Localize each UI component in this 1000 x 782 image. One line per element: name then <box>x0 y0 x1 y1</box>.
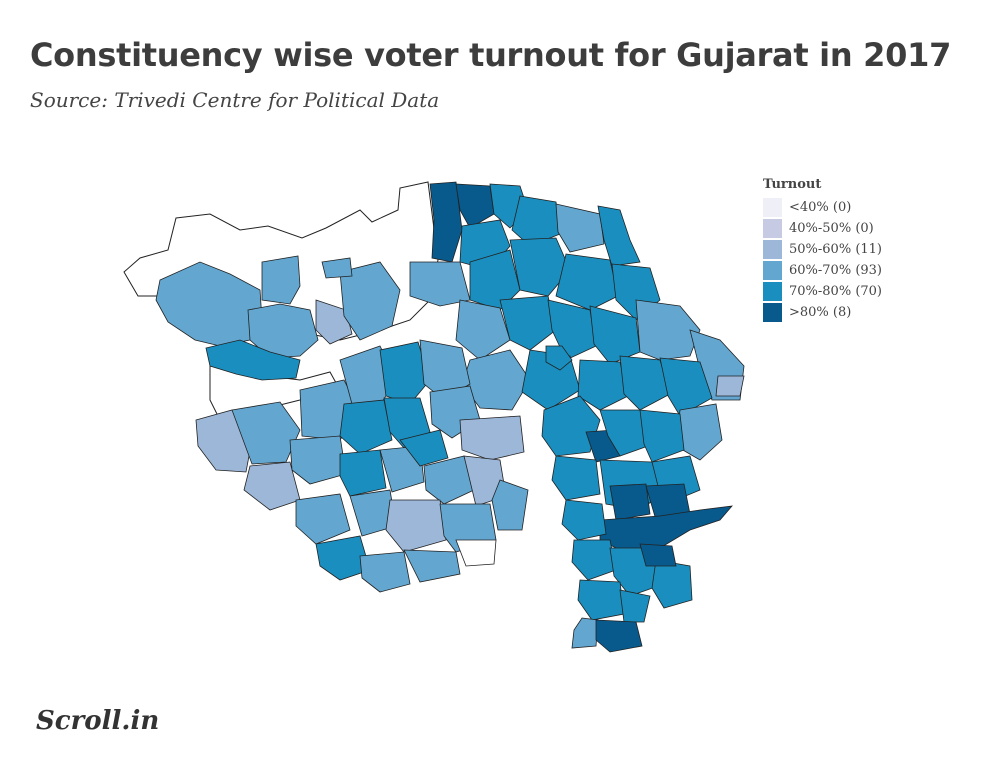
legend-title: Turnout <box>763 177 822 192</box>
legend-swatch <box>763 303 782 322</box>
constituency-region <box>243 461 301 511</box>
constituency-region <box>599 409 649 457</box>
constituency-region <box>577 359 629 411</box>
legend-label: 40%-50% (0) <box>789 221 874 236</box>
legend-swatch <box>763 282 782 301</box>
constituency-region <box>555 203 605 253</box>
constituency-region <box>455 183 495 229</box>
constituency-region <box>339 261 401 341</box>
constituency-region <box>619 589 651 623</box>
constituency-region <box>541 395 601 457</box>
constituency-region <box>561 499 607 541</box>
map-legend: Turnout <40% (0) 40%-50% (0) 50%-60% (11… <box>763 177 882 323</box>
constituency-region <box>385 499 447 553</box>
constituency-region <box>551 455 601 501</box>
constituency-region <box>261 255 301 305</box>
constituency-region <box>379 341 431 405</box>
constituency-region <box>315 535 371 581</box>
constituency-region <box>545 345 573 371</box>
constituency-region <box>315 299 353 345</box>
constituency-region <box>639 409 685 463</box>
constituency-region <box>715 375 745 397</box>
constituency-region <box>403 549 461 583</box>
constituency-region <box>339 399 393 455</box>
constituency-region <box>619 355 671 411</box>
constituency-region <box>499 295 557 351</box>
constituency-region <box>409 261 471 307</box>
constituency-region <box>423 455 475 505</box>
constituency-region <box>639 543 677 567</box>
constituency-region <box>651 559 693 609</box>
legend-swatch <box>763 219 782 238</box>
constituency-region <box>359 551 411 593</box>
legend-label: 60%-70% (93) <box>789 263 882 278</box>
constituency-region <box>547 299 597 361</box>
constituency-region <box>321 257 353 279</box>
constituency-region <box>571 539 617 581</box>
legend-label: <40% (0) <box>789 200 852 215</box>
legend-item: <40% (0) <box>763 197 882 218</box>
chart-title: Constituency wise voter turnout for Guja… <box>30 36 952 74</box>
legend-label: 70%-80% (70) <box>789 284 882 299</box>
legend-swatch <box>763 198 782 217</box>
constituency-region <box>247 303 319 359</box>
constituency-region <box>635 299 701 361</box>
legend-label: 50%-60% (11) <box>789 242 882 257</box>
constituency-region <box>295 493 351 545</box>
constituency-region <box>399 429 449 467</box>
legend-item: 60%-70% (93) <box>763 260 882 281</box>
constituency-region <box>205 339 301 381</box>
constituency-region <box>597 205 641 267</box>
constituency-region <box>289 435 347 485</box>
legend-swatch <box>763 261 782 280</box>
constituency-region <box>339 449 387 497</box>
legend-swatch <box>763 240 782 259</box>
legend-item: >80% (8) <box>763 302 882 323</box>
constituency-region <box>455 299 511 361</box>
legend-item: 70%-80% (70) <box>763 281 882 302</box>
legend-label: >80% (8) <box>789 305 852 320</box>
scroll-logo[interactable]: Scroll.in <box>36 706 160 736</box>
constituency-region <box>455 539 497 567</box>
chart-subtitle: Source: Trivedi Centre for Political Dat… <box>30 88 440 112</box>
constituency-region <box>571 617 599 649</box>
constituency-region <box>675 403 723 461</box>
constituency-region <box>595 619 643 653</box>
legend-item: 50%-60% (11) <box>763 239 882 260</box>
constituency-region <box>459 415 525 461</box>
constituency-region <box>555 253 619 311</box>
constituency-region <box>609 483 651 521</box>
legend-item: 40%-50% (0) <box>763 218 882 239</box>
constituency-region <box>577 579 625 621</box>
constituency-region <box>491 479 529 531</box>
